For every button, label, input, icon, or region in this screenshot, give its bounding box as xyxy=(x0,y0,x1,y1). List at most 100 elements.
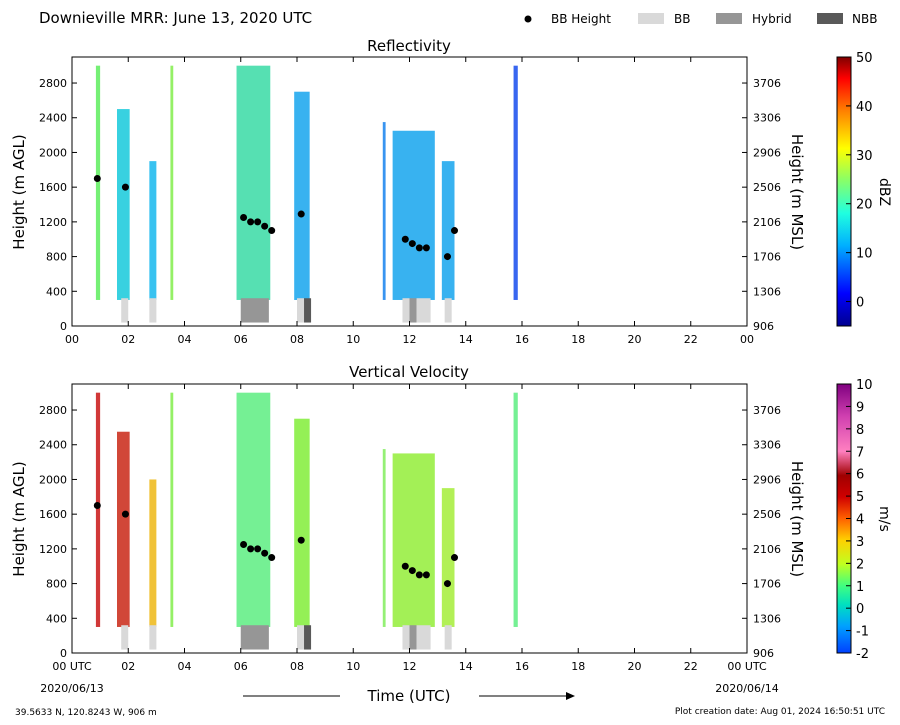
vertical-velocity-panel: Vertical Velocity 00 UTC 02 04 06 08 10 12 14 16… xyxy=(10,363,892,673)
y-tick-label: 800 xyxy=(46,251,67,264)
colorbar-tick-label: 10 xyxy=(856,247,873,262)
bb-height-point xyxy=(408,567,416,575)
vertical-velocity-x-ticks: 00 UTC 02 04 06 08 10 12 14 16 18 20 22 00 UTC xyxy=(52,384,767,673)
vertical-velocity-title: Vertical Velocity xyxy=(349,363,469,381)
echo-column xyxy=(149,479,157,627)
colorbar-tick-label: 7 xyxy=(856,445,864,460)
colorbar-tick-label: 10 xyxy=(856,378,873,393)
y-tick-label-right: 1306 xyxy=(753,285,781,298)
x-tick-label: 12 xyxy=(403,660,417,673)
bb-class-segment xyxy=(297,625,305,650)
bb-height-point xyxy=(93,174,101,182)
bb-class-segment xyxy=(402,625,410,650)
colorbar-tick-label: 3 xyxy=(856,535,864,550)
bb-height-point xyxy=(254,545,262,553)
vertical-velocity-y-ticks: 0 400 800 1200 1600 2000 2400 2800 xyxy=(39,404,77,660)
bb-height-point xyxy=(247,218,255,226)
y-tick-label: 800 xyxy=(46,578,67,591)
y-tick-label: 2800 xyxy=(39,404,67,417)
x-tick-label: 00 xyxy=(65,333,79,346)
x-tick-label: 10 xyxy=(346,333,360,346)
y-tick-label-right: 3306 xyxy=(753,439,781,452)
echo-column xyxy=(294,91,310,300)
y-tick-label: 400 xyxy=(46,612,67,625)
colorbar-tick-label: -2 xyxy=(856,647,869,662)
y-tick-label-right: 2106 xyxy=(753,216,781,229)
x-tick-label: 00 UTC xyxy=(727,660,767,673)
vertical-velocity-ylabel-right: Height (m MSL) xyxy=(788,461,806,577)
y-tick-label-right: 3706 xyxy=(753,404,781,417)
echo-column xyxy=(170,392,174,627)
vertical-velocity-ylabel: Height (m AGL) xyxy=(10,461,28,576)
echo-column xyxy=(149,161,157,300)
x-tick-label: 20 xyxy=(628,660,642,673)
reflectivity-ylabel: Height (m AGL) xyxy=(10,134,28,249)
y-tick-label: 1200 xyxy=(39,216,67,229)
y-tick-label: 0 xyxy=(60,320,67,333)
y-tick-label-right: 906 xyxy=(753,320,774,333)
legend-hybrid-label: Hybrid xyxy=(752,12,792,26)
reflectivity-y-ticks: 0 400 800 1200 1600 2000 2400 2800 xyxy=(39,77,77,333)
colorbar-tick-label: 0 xyxy=(856,296,864,311)
bb-class-segment xyxy=(149,625,157,650)
echo-column xyxy=(170,65,174,300)
colorbar-tick-label: 40 xyxy=(856,100,873,115)
y-tick-label-right: 1706 xyxy=(753,251,781,264)
echo-column xyxy=(117,109,130,300)
y-tick-label-right: 906 xyxy=(753,647,774,660)
x-tick-label: 16 xyxy=(515,333,529,346)
x-tick-label: 08 xyxy=(290,660,304,673)
time-axis-label: Time (UTC) xyxy=(367,687,451,705)
bb-height-point xyxy=(261,222,269,230)
reflectivity-bb-height-points xyxy=(93,174,458,261)
legend-bb-height-label: BB Height xyxy=(551,12,611,26)
legend-nbb-swatch xyxy=(817,13,843,24)
x-tick-label: 06 xyxy=(234,660,248,673)
colorbar-tick-label: 0 xyxy=(856,602,864,617)
legend-bb-label: BB xyxy=(674,12,690,26)
bb-class-segment xyxy=(240,625,269,650)
y-tick-label-right: 3306 xyxy=(753,112,781,125)
colorbar-tick-label: 20 xyxy=(856,198,873,213)
reflectivity-echoes xyxy=(95,65,518,300)
x-tick-label: 22 xyxy=(684,333,698,346)
y-tick-label: 2000 xyxy=(39,146,67,159)
colorbar-tick-label: 50 xyxy=(856,51,873,66)
bb-height-point xyxy=(415,244,423,252)
echo-column xyxy=(392,453,435,627)
colorbar-tick-label: 30 xyxy=(856,149,873,164)
legend-nbb-label: NBB xyxy=(852,12,877,26)
reflectivity-title: Reflectivity xyxy=(367,37,451,55)
end-date-label: 2020/06/14 xyxy=(715,682,778,695)
bb-height-point xyxy=(121,183,129,191)
echo-column xyxy=(382,122,386,300)
reflectivity-y-ticks-right: 906 1306 1706 2106 2506 2906 3306 3706 xyxy=(742,77,781,333)
bb-height-point xyxy=(401,235,409,243)
x-tick-label: 20 xyxy=(628,333,642,346)
y-tick-label-right: 1306 xyxy=(753,612,781,625)
x-tick-label: 00 UTC xyxy=(52,660,92,673)
bb-height-point xyxy=(415,571,423,579)
echo-column xyxy=(441,488,455,627)
bb-height-point xyxy=(422,244,430,252)
echo-column xyxy=(392,130,435,300)
y-tick-label: 0 xyxy=(60,647,67,660)
bb-class-segment xyxy=(409,298,417,323)
bb-height-point xyxy=(451,227,458,235)
y-tick-label: 400 xyxy=(46,285,67,298)
echo-column xyxy=(95,65,101,300)
bb-class-segment xyxy=(121,625,129,650)
y-tick-label-right: 1706 xyxy=(753,578,781,591)
bb-height-point xyxy=(247,545,255,553)
bb-height-point xyxy=(268,554,276,562)
legend-bb-height-icon xyxy=(524,15,532,23)
bb-height-point xyxy=(401,562,409,570)
reflectivity-bb-class-bar xyxy=(121,298,452,323)
reflectivity-x-ticks: 00 02 04 06 08 10 12 14 16 18 20 22 00 xyxy=(65,57,754,346)
legend-hybrid-swatch xyxy=(716,13,742,24)
bb-class-segment xyxy=(444,298,452,323)
vertical-velocity-y-ticks-right: 906 1306 1706 2106 2506 2906 3306 3706 xyxy=(742,404,781,660)
echo-column xyxy=(236,65,271,300)
creation-date-label: Plot creation date: Aug 01, 2024 16:50:5… xyxy=(675,707,885,717)
